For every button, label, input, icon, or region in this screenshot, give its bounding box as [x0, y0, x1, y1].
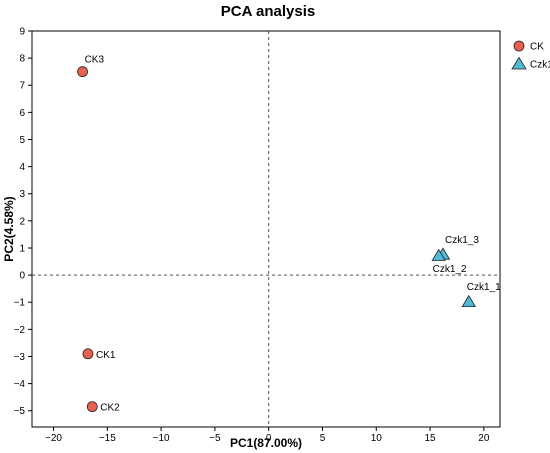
- y-tick-label: 2: [19, 216, 25, 227]
- x-tick-label: 5: [320, 433, 326, 444]
- point-label: CK2: [100, 403, 120, 414]
- legend-marker-ck: [513, 40, 525, 52]
- point-label: CK3: [85, 55, 105, 66]
- point-label: Czk1_1: [467, 282, 501, 293]
- y-tick-label: −4: [14, 379, 26, 390]
- point-label: CK1: [96, 350, 116, 361]
- x-tick-label: 15: [425, 433, 437, 444]
- x-tick-label: 10: [371, 433, 383, 444]
- point-marker-ck: [77, 66, 88, 78]
- y-tick-label: −1: [14, 298, 26, 309]
- x-tick-label: −10: [153, 433, 170, 444]
- point-marker-ck: [82, 348, 94, 360]
- plot-frame: [31, 30, 501, 428]
- x-tick-label: −15: [99, 433, 116, 444]
- point-marker-czk1: [431, 248, 446, 261]
- legend-label: Czk1: [530, 60, 550, 71]
- y-axis-ticks: −5 −4 −3 −2 −1 0 1 2 3 4 5 6 7 8 9: [14, 27, 32, 417]
- legend: CK Czk1: [511, 40, 550, 71]
- y-tick-label: 5: [19, 135, 25, 146]
- y-tick-label: 6: [19, 108, 25, 119]
- point-label: Czk1_3: [445, 235, 479, 246]
- y-tick-label: 1: [19, 243, 25, 254]
- y-tick-label: 7: [19, 81, 25, 92]
- x-tick-label: −20: [45, 433, 62, 444]
- y-tick-label: −5: [14, 406, 26, 417]
- y-tick-label: 4: [19, 162, 25, 173]
- y-tick-label: 8: [19, 54, 25, 65]
- chart-title: PCA analysis: [221, 3, 316, 20]
- x-tick-label: 20: [478, 433, 490, 444]
- y-tick-label: 9: [19, 27, 25, 38]
- y-tick-label: −2: [14, 325, 26, 336]
- x-tick-label: 0: [266, 433, 272, 444]
- legend-label: CK: [530, 42, 544, 53]
- point-marker-ck: [86, 401, 98, 413]
- y-tick-label: 3: [19, 189, 25, 200]
- legend-marker-czk1: [511, 56, 527, 70]
- x-tick-label: −5: [209, 433, 221, 444]
- y-axis-title: PC2(4.58%): [2, 196, 16, 261]
- x-axis-title: PC1(87.00%): [230, 436, 302, 450]
- x-axis-ticks: −20 −15 −10 −5 0 5 10 15 20: [45, 427, 490, 444]
- y-tick-label: 0: [19, 271, 25, 282]
- point-label: Czk1_2: [433, 264, 467, 275]
- reference-lines: [32, 31, 500, 427]
- y-tick-label: −3: [14, 352, 26, 363]
- point-marker-czk1: [461, 294, 477, 308]
